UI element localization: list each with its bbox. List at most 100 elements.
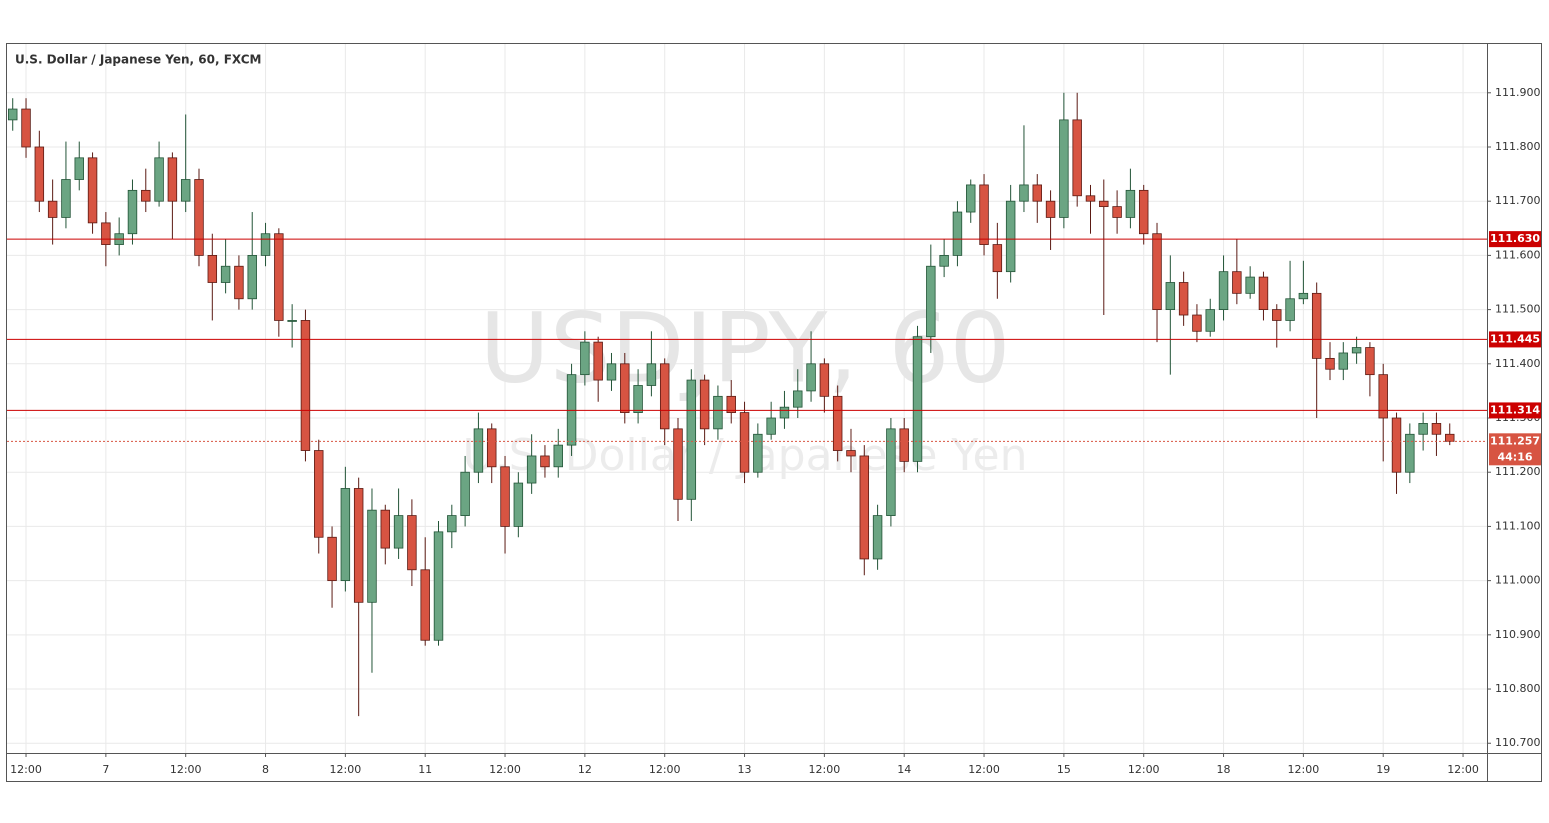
candle-body (234, 265, 244, 300)
candle-body (141, 189, 151, 202)
x-tick-label: 19 (1376, 763, 1390, 776)
y-tick-label: 111.100 (1495, 519, 1541, 532)
candle-body (460, 471, 470, 516)
candle-body (739, 412, 750, 473)
candle-body (806, 363, 816, 392)
candle-body (1178, 282, 1189, 316)
candle-body (500, 466, 510, 527)
candle-body (1192, 314, 1202, 332)
current-price-box (1489, 433, 1541, 466)
x-tick-label: 12 (578, 763, 592, 776)
x-tick-label: 18 (1217, 763, 1231, 776)
level-label-box (1489, 402, 1541, 419)
x-tick-label: 12:00 (1128, 763, 1160, 776)
y-tick-label: 111.000 (1495, 574, 1541, 587)
candle-body (1032, 184, 1042, 202)
candle-body (487, 428, 497, 468)
y-tick-label: 110.900 (1495, 628, 1541, 641)
candle-body (686, 379, 697, 500)
candle-body (101, 222, 111, 245)
candle-body (1085, 195, 1096, 202)
level-label-box (1489, 231, 1541, 248)
candle-body (1391, 417, 1402, 473)
candle-body (207, 254, 218, 283)
candle-body (633, 385, 643, 413)
candle-body (220, 265, 231, 283)
candle-body (1445, 433, 1455, 442)
candle-body (979, 184, 989, 245)
candle-body (1258, 276, 1269, 311)
x-tick-label: 12:00 (809, 763, 841, 776)
candle-body (1272, 309, 1282, 321)
current-price-label: 111.257 (1490, 434, 1540, 447)
level-label-box (1489, 331, 1541, 348)
chart-title: U.S. Dollar / Japanese Yen, 60, FXCM (15, 53, 261, 67)
candle-body (1165, 282, 1176, 311)
candle-body (287, 320, 297, 322)
candle-body (1418, 423, 1428, 435)
y-tick-label: 111.600 (1495, 248, 1541, 261)
candle-body (593, 341, 603, 381)
candle-body (846, 450, 856, 457)
x-tick-label: 14 (897, 763, 911, 776)
candle-body (367, 509, 377, 603)
candle-body (260, 233, 271, 256)
candle-body (127, 189, 138, 235)
candle-body (180, 179, 191, 202)
level-label: 111.630 (1490, 232, 1540, 245)
candle-body (473, 428, 484, 473)
chart-frame (6, 43, 1542, 782)
candle-body (753, 433, 763, 473)
x-tick-label: 12:00 (1447, 763, 1479, 776)
candle-body (673, 428, 683, 500)
y-tick-label: 111.400 (1495, 357, 1541, 370)
candle-body (659, 363, 670, 430)
candle-body (1338, 352, 1349, 370)
candle-body (1125, 189, 1136, 218)
x-tick-label: 12:00 (968, 763, 1000, 776)
candle-body (912, 336, 923, 462)
candle-body (926, 265, 936, 338)
x-tick-label: 11 (418, 763, 432, 776)
candle-body (1218, 271, 1229, 311)
x-tick-label: 12:00 (649, 763, 681, 776)
candle-body (620, 363, 630, 413)
candle-body (7, 108, 18, 121)
candle-body (1059, 119, 1069, 218)
candle-body (407, 515, 417, 571)
candle-body (606, 363, 617, 381)
candle-body (793, 390, 803, 408)
candle-body (1311, 292, 1322, 359)
candle-body (553, 444, 563, 468)
candle-body (420, 569, 430, 641)
candle-body (1005, 200, 1016, 273)
x-tick-label: 12:00 (170, 763, 202, 776)
y-tick-label: 110.800 (1495, 682, 1541, 695)
candle-body (47, 200, 58, 218)
candle-body (859, 455, 870, 560)
candle-body (393, 515, 404, 549)
candle-body (274, 233, 284, 321)
candles (7, 92, 1487, 717)
candle-body (1112, 206, 1122, 218)
x-tick-label: 12:00 (489, 763, 521, 776)
candle-body (1378, 374, 1388, 419)
candle-body (646, 363, 657, 386)
candle-body (713, 395, 723, 430)
candle-body (87, 157, 98, 224)
candle-body (580, 341, 590, 376)
candle-body (819, 363, 830, 397)
candle-body (1431, 423, 1442, 435)
level-label: 111.445 (1490, 332, 1540, 345)
candle-body (566, 374, 577, 446)
candle-body (353, 488, 364, 603)
x-tick-label: 12:00 (10, 763, 42, 776)
level-label: 111.314 (1490, 403, 1540, 416)
candle-body (300, 320, 311, 451)
candle-body (21, 108, 31, 148)
candle-body (1405, 433, 1415, 473)
candle-body (1298, 292, 1309, 300)
candle-body (872, 515, 883, 560)
